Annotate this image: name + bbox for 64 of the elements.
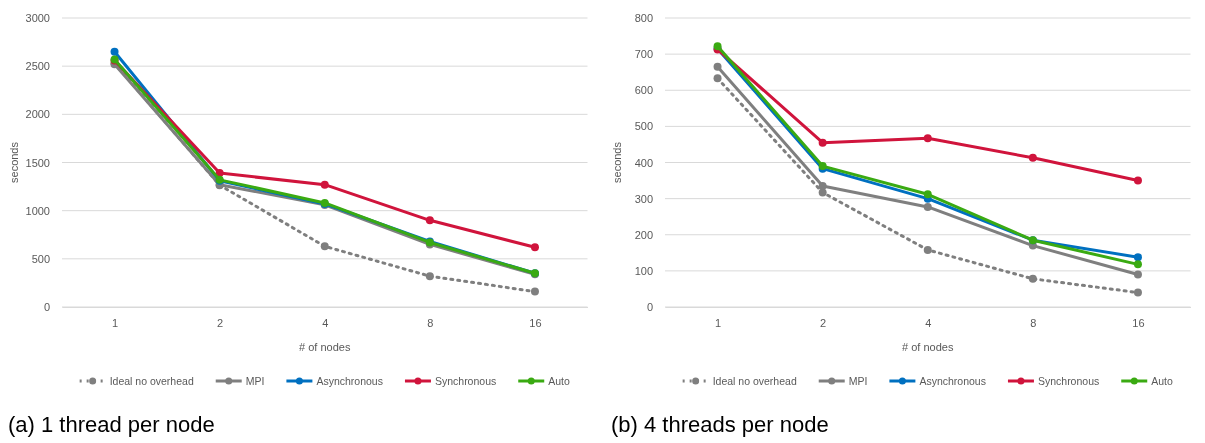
- y-tick-label: 0: [646, 301, 653, 314]
- y-tick-label: 400: [634, 156, 653, 169]
- x-axis-title: # of nodes: [299, 341, 351, 353]
- point: [1028, 274, 1037, 283]
- point: [923, 245, 932, 254]
- point: [1133, 253, 1142, 262]
- y-axis-title: seconds: [610, 141, 623, 183]
- y-tick-label: 200: [634, 228, 653, 241]
- legend-label: Asynchronous: [316, 375, 383, 387]
- y-tick-label: 2000: [25, 108, 50, 121]
- x-tick-label: 8: [1029, 316, 1036, 329]
- x-tick-label: 2: [819, 316, 826, 329]
- text: (b) 4 threads per node: [610, 412, 829, 437]
- x-tick-label: 16: [1131, 316, 1145, 329]
- point: [1133, 176, 1142, 185]
- legend-label: MPI: [848, 375, 867, 387]
- y-tick-label: 300: [634, 192, 653, 205]
- y-tick-label: 0: [43, 301, 50, 314]
- x-tick-label: 1: [111, 316, 119, 329]
- legend-label: Synchronous: [1037, 375, 1099, 387]
- y-tick-label: 500: [634, 120, 653, 133]
- y-tick-label: 3000: [25, 12, 50, 25]
- y-tick-label: 500: [31, 252, 50, 265]
- point: [425, 272, 434, 281]
- point: [1133, 288, 1142, 297]
- point: [1028, 153, 1037, 162]
- legend-label: Auto: [1150, 375, 1173, 387]
- x-tick-label: 2: [217, 316, 224, 329]
- point: [320, 180, 329, 189]
- x-tick-label: 4: [924, 316, 931, 329]
- y-tick-label: 1000: [25, 204, 50, 217]
- point: [713, 74, 722, 83]
- y-tick-label: 600: [634, 84, 653, 97]
- legend-label: Auto: [548, 375, 570, 387]
- point: [923, 202, 932, 211]
- legend-label: Synchronous: [434, 375, 497, 387]
- x-tick-label: 16: [529, 316, 542, 329]
- y-tick-label: 100: [634, 264, 653, 277]
- x-tick-label: 1: [714, 316, 721, 329]
- legend-label: Ideal no overhead: [712, 375, 797, 387]
- point: [425, 216, 434, 225]
- point: [713, 62, 722, 71]
- legend-label: Ideal no overhead: [109, 375, 194, 387]
- y-axis-title: seconds: [8, 141, 20, 183]
- point: [110, 47, 119, 56]
- x-tick-label: 8: [427, 316, 434, 329]
- point: [923, 134, 932, 143]
- y-tick-label: 700: [634, 48, 653, 61]
- point: [818, 138, 827, 147]
- text: (a) 1 thread per node: [8, 412, 215, 437]
- point: [923, 190, 932, 199]
- point: [818, 181, 827, 190]
- legend-label: MPI: [245, 375, 265, 387]
- y-tick-label: 800: [634, 12, 653, 25]
- x-axis-title: # of nodes: [901, 341, 954, 353]
- y-tick-label: 1500: [25, 156, 50, 169]
- point: [320, 242, 329, 251]
- point: [530, 287, 539, 296]
- point: [1133, 260, 1142, 269]
- point: [530, 243, 539, 252]
- point: [1133, 270, 1142, 279]
- x-tick-label: 4: [322, 316, 329, 329]
- y-tick-label: 2500: [25, 60, 50, 73]
- legend-label: Asynchronous: [918, 375, 986, 387]
